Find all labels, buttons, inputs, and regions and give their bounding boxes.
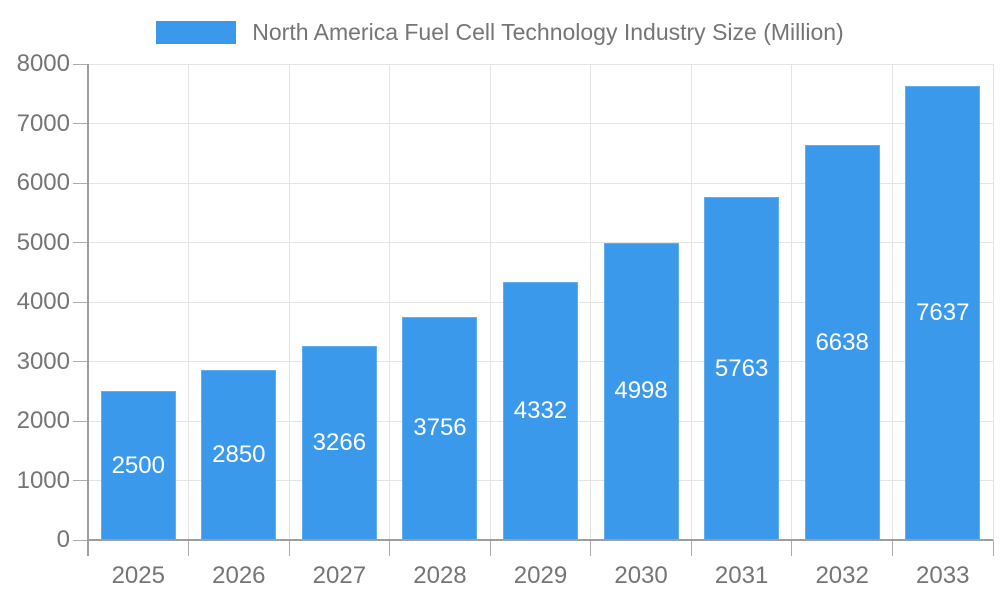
y-axis-tick [73, 182, 88, 184]
gridline-vertical [188, 64, 190, 540]
legend-swatch[interactable] [156, 20, 237, 44]
y-axis-line [87, 64, 89, 556]
x-axis-tick [288, 540, 290, 556]
x-axis-category-label: 2033 [916, 562, 970, 589]
bar-2026[interactable] [201, 370, 277, 540]
x-axis-tick [389, 540, 391, 556]
x-axis-category-label: 2025 [111, 562, 165, 589]
x-axis-category-label: 2030 [614, 562, 668, 589]
x-axis-tick [590, 540, 592, 556]
x-axis-category-label: 2029 [513, 562, 568, 589]
gridline-vertical [590, 64, 592, 540]
bar-2032[interactable] [804, 145, 880, 540]
y-axis-tick [73, 361, 88, 362]
y-axis-tick-label: 6000 [16, 169, 70, 196]
x-axis-category-label: 2028 [413, 562, 467, 589]
legend-label: North America Fuel Cell Technology Indus… [252, 18, 844, 45]
x-axis-tick [891, 540, 893, 556]
gridline-horizontal [88, 182, 993, 184]
gridline-horizontal [88, 123, 993, 124]
y-axis-tick [73, 242, 88, 243]
x-axis-tick [690, 540, 692, 556]
gridline-vertical [489, 64, 491, 540]
x-axis-tick [992, 540, 994, 556]
legend-item[interactable]: North America Fuel Cell Technology Indus… [0, 10, 1000, 54]
gridline-horizontal [88, 63, 993, 65]
y-axis-tick [73, 123, 88, 124]
gridline-vertical [992, 64, 994, 540]
bar-2030[interactable] [603, 242, 679, 540]
gridline-vertical [791, 64, 793, 540]
x-axis-tick [188, 540, 190, 556]
x-axis-category-label: 2026 [212, 562, 266, 589]
y-axis-tick [73, 539, 88, 541]
y-axis-tick-label: 7000 [16, 109, 70, 137]
bar-2028[interactable] [402, 316, 478, 540]
gridline-horizontal [88, 242, 993, 243]
bar-2027[interactable] [301, 345, 377, 540]
bar-2033[interactable] [905, 85, 981, 540]
x-axis-category-label: 2032 [815, 562, 869, 589]
y-axis-tick [73, 301, 88, 303]
y-axis-tick [73, 480, 88, 481]
x-axis-tick [489, 540, 491, 556]
y-axis-tick-label: 2000 [16, 407, 70, 434]
bar-2029[interactable] [503, 282, 578, 540]
gridline-vertical [288, 64, 290, 540]
y-axis-tick [73, 63, 88, 65]
y-axis-tick-label: 3000 [16, 347, 70, 375]
x-axis-line [88, 539, 993, 541]
x-axis-category-label: 2031 [714, 562, 769, 589]
gridline-vertical [389, 64, 391, 540]
bar-2025[interactable] [100, 391, 176, 540]
y-axis-tick-label: 8000 [16, 50, 70, 77]
y-axis-tick-label: 4000 [16, 288, 70, 315]
y-axis-tick-label: 1000 [16, 466, 70, 494]
gridline-vertical [690, 64, 692, 540]
y-axis-tick-label: 5000 [16, 228, 70, 256]
bar-2031[interactable] [704, 197, 780, 540]
x-axis-tick [791, 540, 793, 556]
y-axis-tick-label: 0 [56, 526, 70, 553]
y-axis-tick [73, 420, 88, 422]
gridline-vertical [891, 64, 893, 540]
x-axis-category-label: 2027 [312, 562, 367, 589]
